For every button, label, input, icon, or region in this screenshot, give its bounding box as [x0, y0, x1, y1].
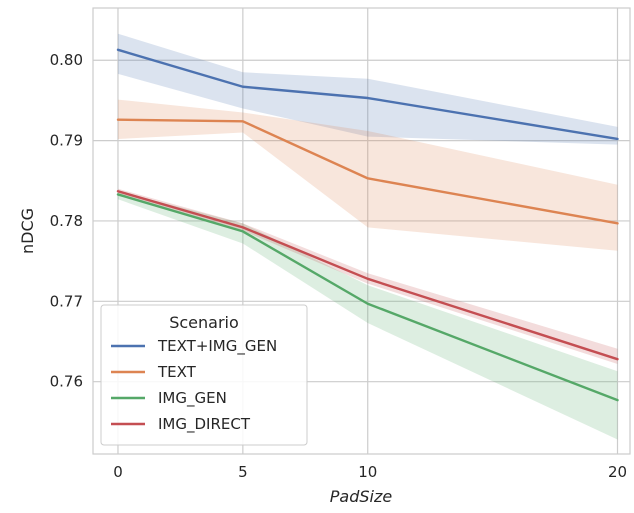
- x-tick-label: 20: [608, 463, 627, 481]
- legend-label: IMG_DIRECT: [158, 415, 251, 434]
- legend-items: TEXT+IMG_GEN TEXT IMG_GEN IMG_DIRECT: [111, 337, 277, 434]
- legend-label: TEXT: [157, 363, 197, 381]
- confidence-band: [117, 33, 618, 145]
- x-tick-label: 0: [113, 463, 123, 481]
- y-tick-label: 0.80: [50, 51, 83, 69]
- legend-label: IMG_GEN: [158, 389, 227, 408]
- confidence-band: [117, 191, 618, 440]
- series-line: [116, 118, 619, 225]
- y-tick-label: 0.78: [50, 212, 83, 230]
- x-tick-labels: 0 5 10 20: [113, 463, 627, 481]
- confidence-band: [117, 99, 618, 251]
- legend: Scenario TEXT+IMG_GEN TEXT IMG_GEN IMG_DIRE…: [100, 304, 308, 446]
- x-tick-label: 5: [238, 463, 248, 481]
- plot-frame: [92, 7, 631, 455]
- y-tick-label: 0.77: [50, 292, 83, 310]
- y-tick-label: 0.76: [50, 373, 83, 391]
- series-line: [116, 190, 619, 361]
- y-tick-label: 0.79: [50, 132, 83, 150]
- legend-box: [100, 304, 308, 446]
- legend-label: TEXT+IMG_GEN: [157, 337, 277, 356]
- x-axis-label: PadSize: [330, 487, 393, 506]
- y-axis-label: nDCG: [18, 208, 37, 254]
- legend-title: Scenario: [169, 313, 239, 332]
- y-tick-labels: 0.76 0.77 0.78 0.79 0.80: [50, 51, 83, 390]
- series-lines: [116, 48, 619, 402]
- series-line: [116, 48, 619, 141]
- x-tick-label: 10: [358, 463, 377, 481]
- series-line: [116, 193, 619, 402]
